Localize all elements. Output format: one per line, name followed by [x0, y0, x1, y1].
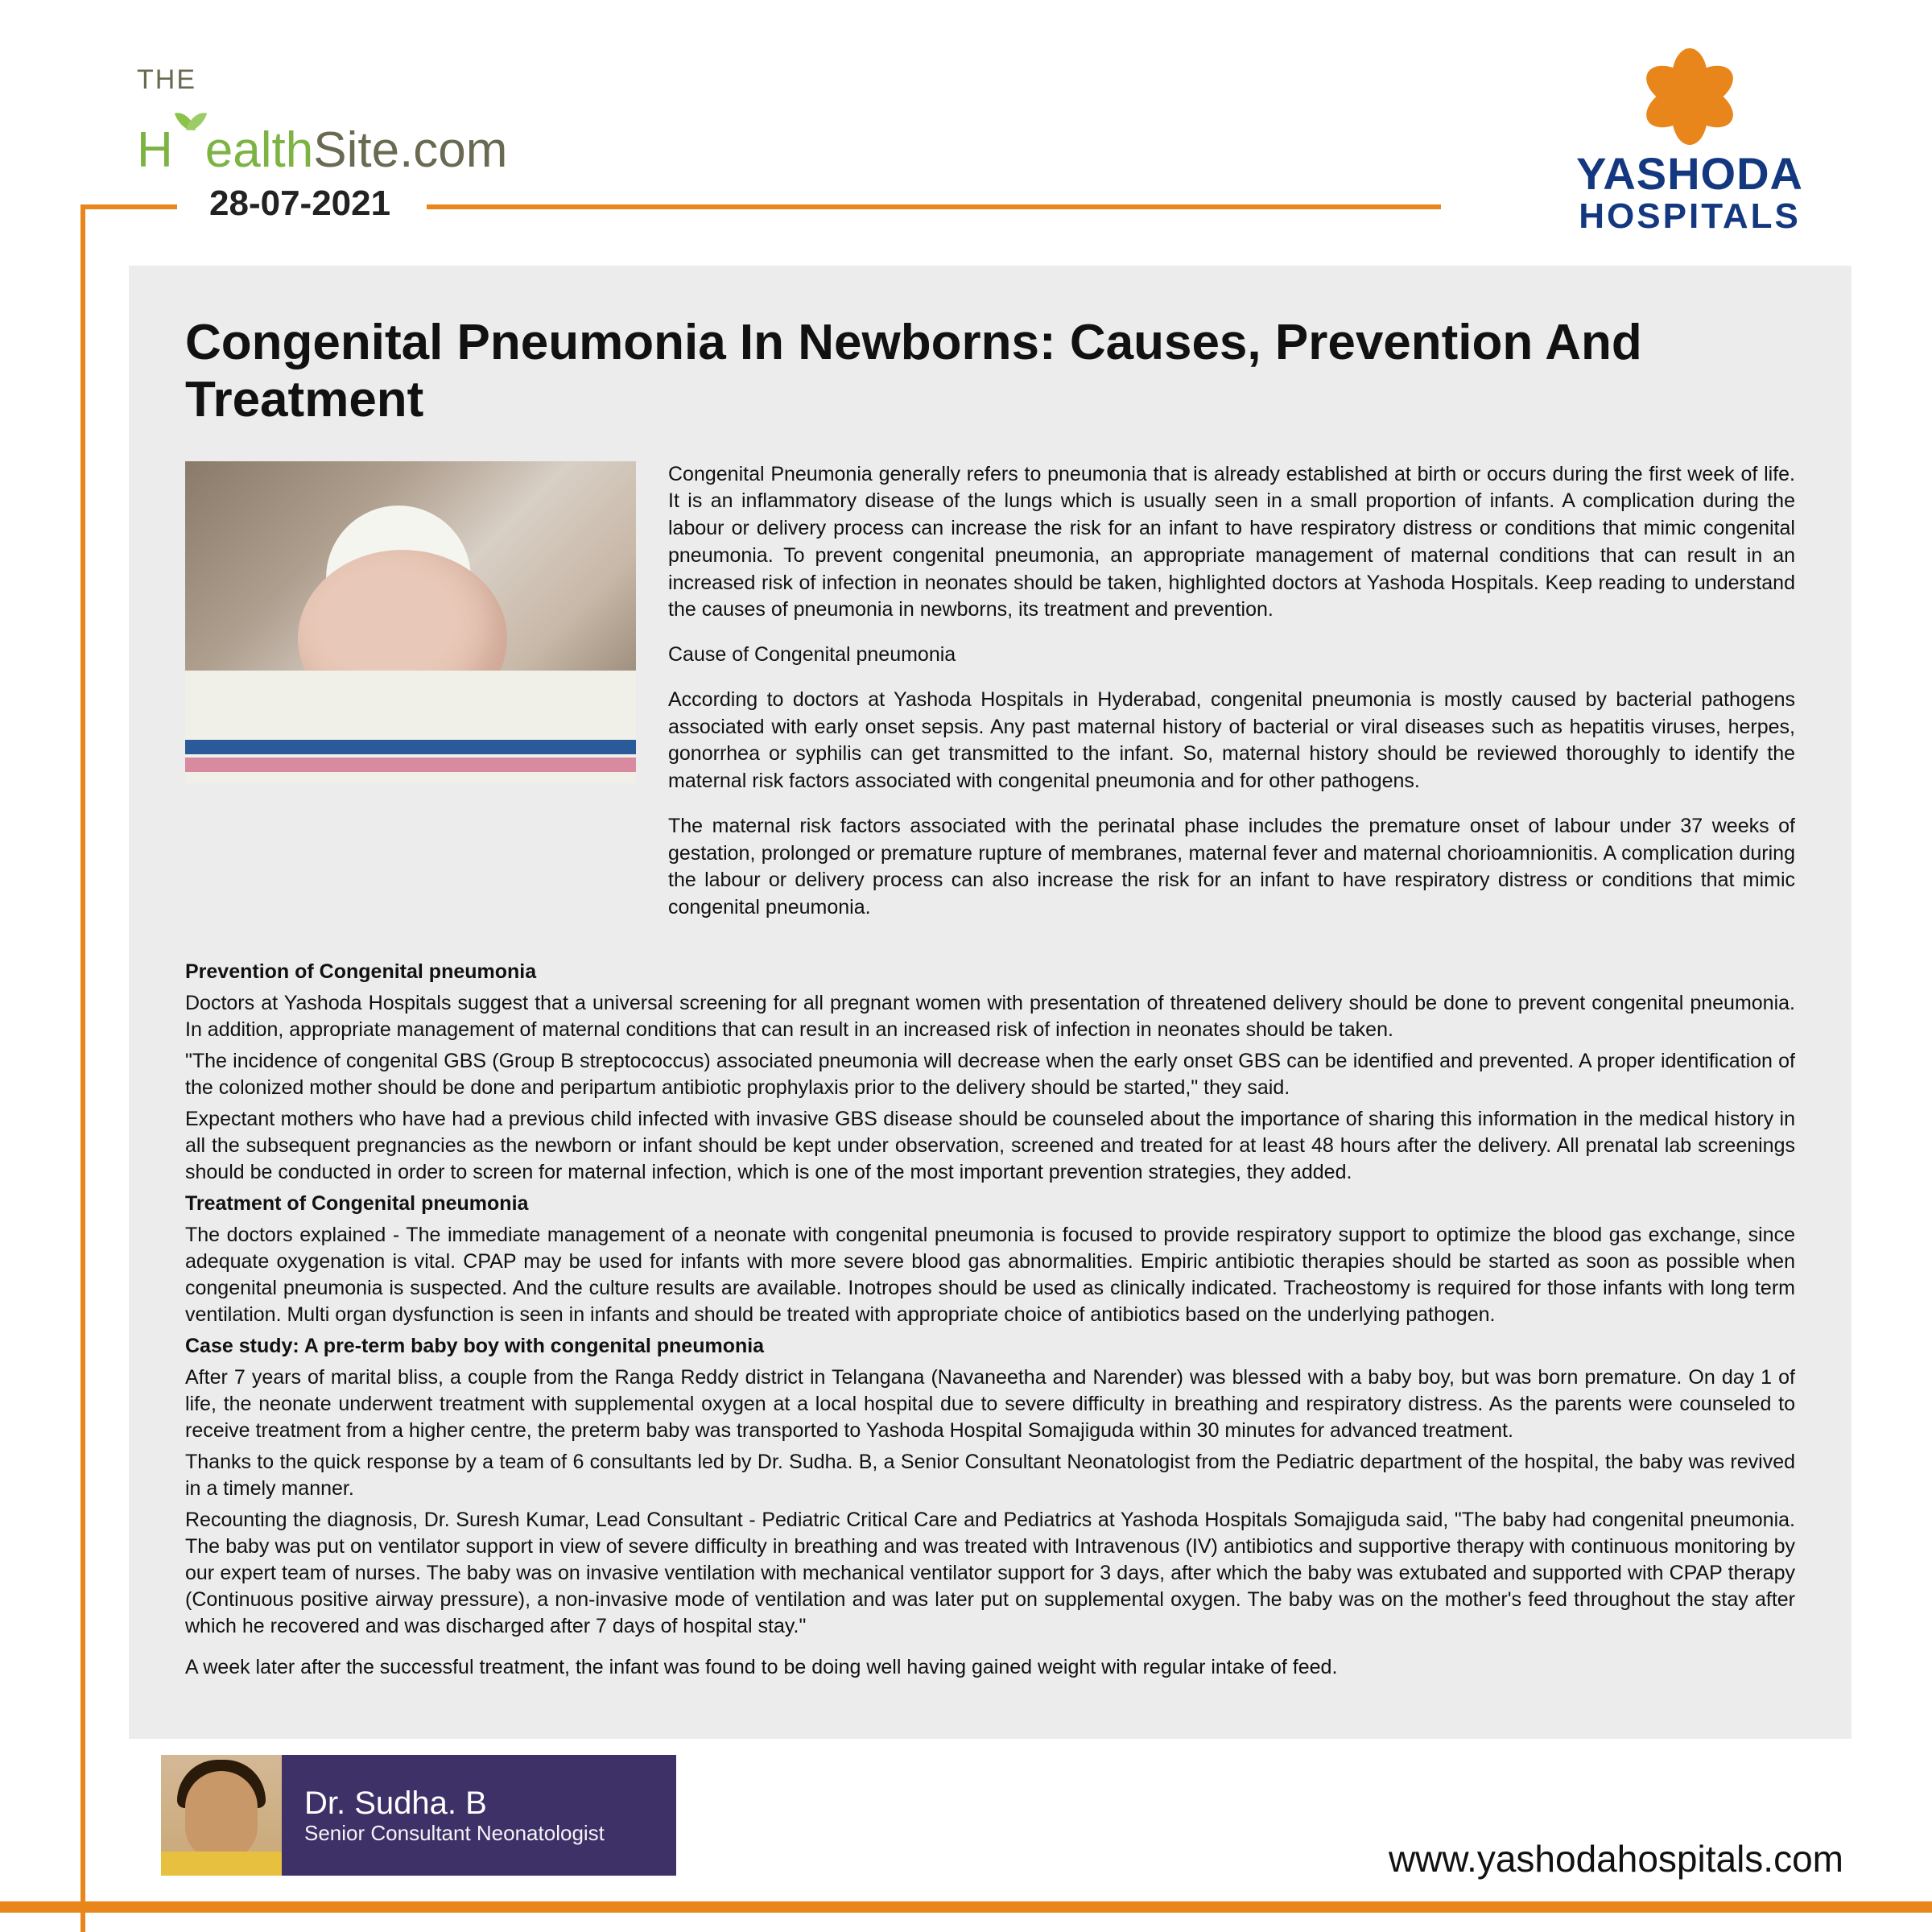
- article-image: [185, 461, 636, 783]
- prevention-p1: Doctors at Yashoda Hospitals suggest tha…: [185, 990, 1795, 1043]
- doctor-name: Dr. Sudha. B: [304, 1785, 605, 1821]
- source-logo: THE HealthSite.com: [137, 64, 507, 179]
- case-p2: Thanks to the quick response by a team o…: [185, 1449, 1795, 1502]
- flower-center-icon: [1681, 88, 1699, 105]
- treatment-p1: The doctors explained - The immediate ma…: [185, 1222, 1795, 1328]
- prevention-heading: Prevention of Congenital pneumonia: [185, 959, 1795, 985]
- frame-left: [80, 204, 85, 1932]
- case-heading: Case study: A pre-term baby boy with con…: [185, 1333, 1795, 1360]
- lead-row: Congenital Pneumonia generally refers to…: [185, 461, 1795, 939]
- prevention-p3: Expectant mothers who have had a previou…: [185, 1106, 1795, 1186]
- case-p1: After 7 years of marital bliss, a couple…: [185, 1364, 1795, 1444]
- doctor-photo: [161, 1755, 282, 1876]
- article-content: Congenital Pneumonia In Newborns: Causes…: [129, 266, 1852, 1739]
- frame-top: [80, 204, 177, 209]
- hospital-sub: HOSPITALS: [1576, 196, 1803, 237]
- cause-p2: The maternal risk factors associated wit…: [668, 813, 1795, 922]
- doctor-face-shape: [185, 1771, 258, 1860]
- leaf-icon: [178, 110, 210, 134]
- intro-paragraph: Congenital Pneumonia generally refers to…: [668, 461, 1795, 625]
- treatment-heading: Treatment of Congenital pneumonia: [185, 1191, 1795, 1217]
- page: THE HealthSite.com YASHODA HOSPITALS 28-…: [0, 0, 1932, 1932]
- cause-p1: According to doctors at Yashoda Hospital…: [668, 687, 1795, 795]
- blanket-shape: [185, 671, 636, 783]
- case-p4: A week later after the successful treatm…: [185, 1654, 1795, 1681]
- source-logo-site: Site: [313, 122, 399, 178]
- source-logo-suffix: .com: [399, 122, 507, 178]
- source-logo-prefix: THE: [137, 64, 196, 95]
- stripe: [185, 758, 636, 772]
- article-title: Congenital Pneumonia In Newborns: Causes…: [185, 314, 1795, 429]
- frame-top: [427, 204, 1441, 209]
- doctor-card: Dr. Sudha. B Senior Consultant Neonatolo…: [161, 1755, 676, 1876]
- bottom-bar: [0, 1901, 1932, 1913]
- prevention-p2: "The incidence of congenital GBS (Group …: [185, 1048, 1795, 1101]
- doctor-role: Senior Consultant Neonatologist: [304, 1821, 605, 1846]
- flower-icon: [1641, 48, 1738, 145]
- doctor-shirt-shape: [161, 1852, 282, 1876]
- hospital-name: YASHODA: [1576, 151, 1803, 196]
- doctor-info: Dr. Sudha. B Senior Consultant Neonatolo…: [282, 1785, 605, 1846]
- source-logo-main: Health: [137, 122, 313, 178]
- footer-url: www.yashodahospitals.com: [1389, 1837, 1843, 1880]
- hospital-logo: YASHODA HOSPITALS: [1576, 48, 1803, 237]
- body-text: Prevention of Congenital pneumonia Docto…: [185, 959, 1795, 1681]
- date-label: 28-07-2021: [193, 184, 407, 224]
- lead-text: Congenital Pneumonia generally refers to…: [668, 461, 1795, 939]
- case-p3: Recounting the diagnosis, Dr. Suresh Kum…: [185, 1507, 1795, 1640]
- stripe: [185, 740, 636, 754]
- cause-heading: Cause of Congenital pneumonia: [668, 642, 1795, 669]
- source-logo-text: THE HealthSite.com: [137, 64, 507, 179]
